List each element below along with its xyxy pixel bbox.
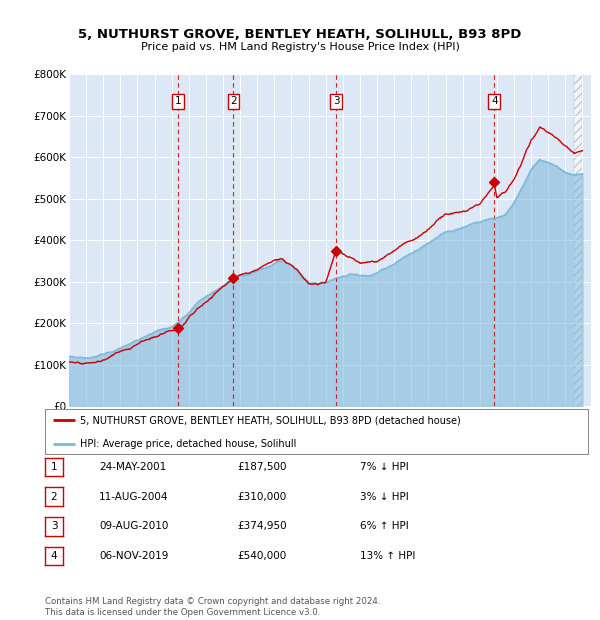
Text: 24-MAY-2001: 24-MAY-2001: [99, 462, 166, 472]
Text: 13% ↑ HPI: 13% ↑ HPI: [360, 551, 415, 561]
Text: 6% ↑ HPI: 6% ↑ HPI: [360, 521, 409, 531]
Text: 5, NUTHURST GROVE, BENTLEY HEATH, SOLIHULL, B93 8PD (detached house): 5, NUTHURST GROVE, BENTLEY HEATH, SOLIHU…: [80, 415, 461, 425]
Text: 4: 4: [50, 551, 58, 561]
Text: 09-AUG-2010: 09-AUG-2010: [99, 521, 169, 531]
Text: £374,950: £374,950: [237, 521, 287, 531]
Text: 4: 4: [491, 96, 497, 107]
Text: £187,500: £187,500: [237, 462, 287, 472]
Text: £540,000: £540,000: [237, 551, 286, 561]
Text: 2: 2: [50, 492, 58, 502]
Text: 3: 3: [333, 96, 340, 107]
Text: 3: 3: [50, 521, 58, 531]
Text: 1: 1: [175, 96, 182, 107]
Text: 5, NUTHURST GROVE, BENTLEY HEATH, SOLIHULL, B93 8PD: 5, NUTHURST GROVE, BENTLEY HEATH, SOLIHU…: [79, 28, 521, 41]
Text: Contains HM Land Registry data © Crown copyright and database right 2024.
This d: Contains HM Land Registry data © Crown c…: [45, 598, 380, 617]
Text: 06-NOV-2019: 06-NOV-2019: [99, 551, 169, 561]
Text: 2: 2: [230, 96, 237, 107]
Text: £310,000: £310,000: [237, 492, 286, 502]
Text: 11-AUG-2004: 11-AUG-2004: [99, 492, 169, 502]
Text: 3% ↓ HPI: 3% ↓ HPI: [360, 492, 409, 502]
Text: Price paid vs. HM Land Registry's House Price Index (HPI): Price paid vs. HM Land Registry's House …: [140, 42, 460, 51]
Text: 7% ↓ HPI: 7% ↓ HPI: [360, 462, 409, 472]
Text: 1: 1: [50, 462, 58, 472]
Text: HPI: Average price, detached house, Solihull: HPI: Average price, detached house, Soli…: [80, 439, 296, 449]
